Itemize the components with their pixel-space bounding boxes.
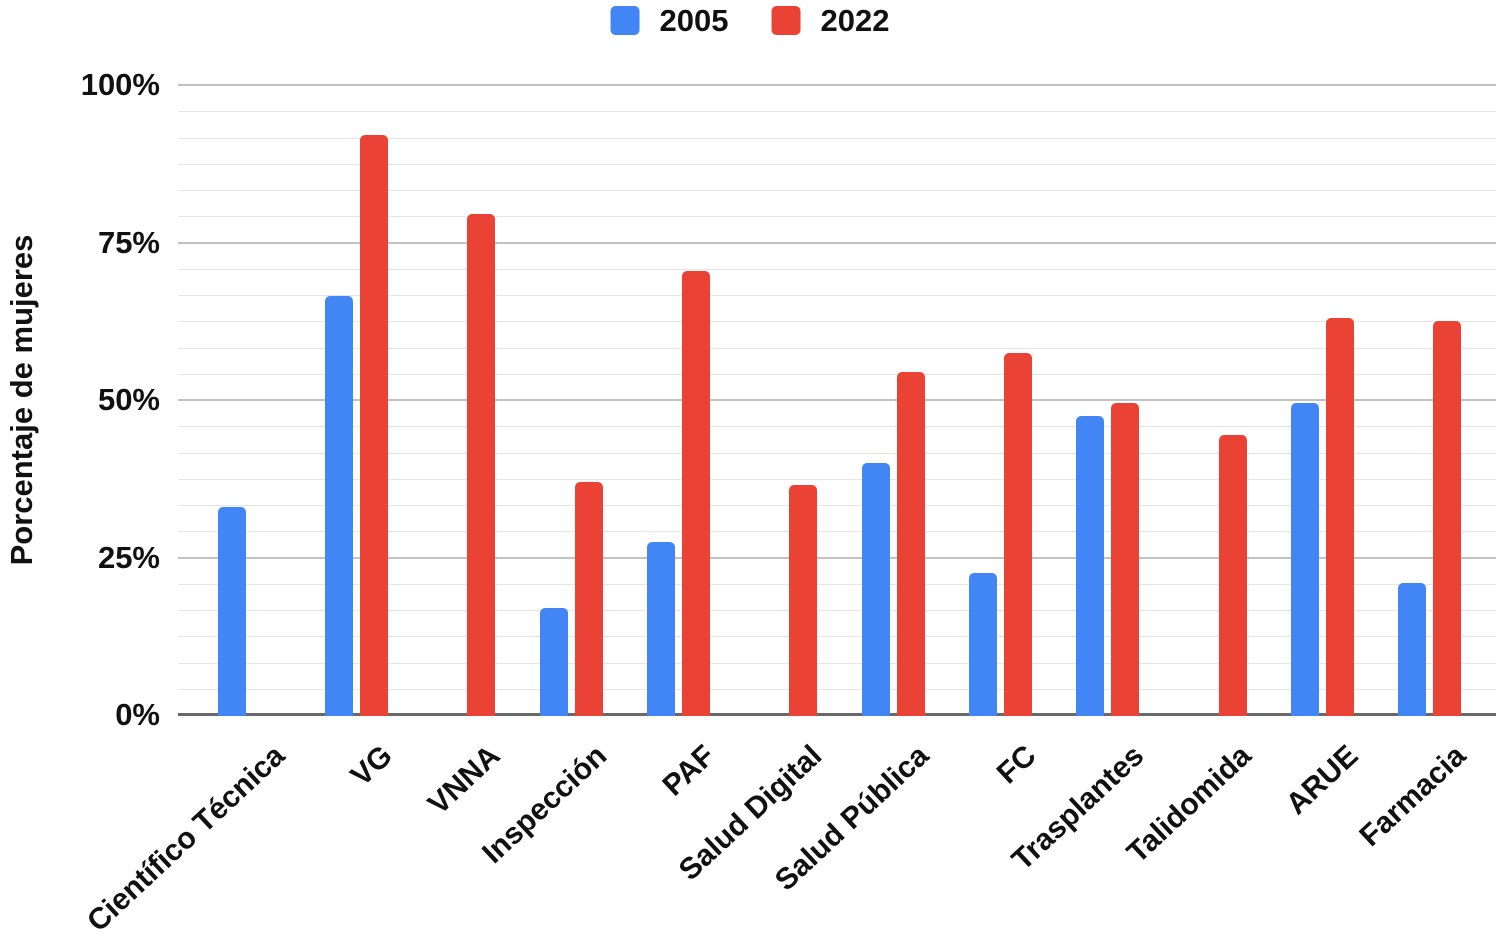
bar-2005-cientifico-tecnica (217, 507, 246, 716)
bar-2022-salud-digital (789, 485, 818, 716)
minor-gridline (178, 216, 1496, 218)
minor-gridline (178, 583, 1496, 585)
plot-area (170, 84, 1496, 716)
bar-2022-fc (1003, 352, 1032, 716)
legend-item-2005: 2005 (610, 3, 729, 38)
x-category-label-paf: PAF (656, 739, 721, 803)
minor-gridline (178, 268, 1496, 270)
chart-legend: 2005 2022 (610, 3, 890, 38)
bar-2022-vg (359, 135, 388, 716)
x-category-label-cientifico-tecnica: Científico Técnica (81, 739, 292, 939)
bar-2022-vnna (467, 214, 496, 716)
x-category-label-farmacia: Farmacia (1353, 739, 1473, 853)
legend-swatch-2022 (771, 6, 801, 35)
minor-gridline (178, 163, 1496, 165)
minor-gridline (178, 373, 1496, 375)
minor-gridline (178, 610, 1496, 611)
legend-item-2022: 2022 (771, 3, 890, 38)
x-category-label-vnna: VNNA (421, 739, 507, 822)
bar-2005-inspeccion (539, 607, 568, 716)
minor-gridline (178, 426, 1496, 428)
minor-gridline (178, 662, 1496, 664)
minor-gridline (178, 111, 1496, 113)
bar-2005-trasplantes (1076, 415, 1105, 716)
minor-gridline (178, 505, 1496, 506)
major-gridline (178, 556, 1496, 559)
y-tick-label-100: 100% (80, 67, 160, 102)
bar-2022-farmacia (1433, 321, 1462, 716)
minor-gridline (178, 190, 1496, 191)
minor-gridline (178, 137, 1496, 139)
major-gridline (178, 399, 1496, 401)
minor-gridline (178, 295, 1496, 296)
bar-2005-paf (646, 541, 675, 716)
bar-2005-salud-publica (861, 463, 890, 716)
x-category-label-vg: VG (344, 739, 399, 793)
bar-2022-trasplantes (1111, 403, 1140, 716)
bar-2022-paf (681, 270, 710, 716)
x-category-label-fc: FC (991, 739, 1043, 791)
y-tick-label-25: 25% (97, 539, 160, 575)
bar-2022-inspeccion (574, 481, 603, 716)
minor-gridline (178, 347, 1496, 349)
minor-gridline (178, 636, 1496, 638)
bar-2022-arue (1326, 318, 1354, 716)
minor-gridline (178, 478, 1496, 480)
legend-swatch-2005 (610, 6, 640, 35)
y-tick-label-0: 0% (115, 697, 160, 732)
bar-2022-talidomida (1218, 434, 1247, 716)
legend-label: 2022 (820, 3, 890, 38)
x-axis-baseline (178, 713, 1496, 716)
major-gridline (178, 84, 1496, 86)
minor-gridline (178, 321, 1496, 323)
bar-2005-arue (1291, 403, 1319, 716)
legend-label: 2005 (659, 3, 729, 38)
minor-gridline (178, 688, 1496, 690)
y-tick-label-50: 50% (97, 382, 160, 417)
major-gridline (178, 241, 1496, 244)
minor-gridline (178, 531, 1496, 533)
x-category-label-arue: ARUE (1280, 739, 1366, 822)
bar-2022-salud-publica (896, 371, 925, 716)
y-tick-label-75: 75% (97, 224, 160, 260)
bar-2005-vg (324, 296, 353, 716)
minor-gridline (178, 452, 1496, 454)
bar-2005-fc (968, 573, 997, 716)
y-axis-tick-labels: 100% 75% 50% 25% 0% (0, 67, 160, 732)
x-axis-category-labels: Científico Técnica VG VNNA Inspección PAF Sal… (81, 717, 1490, 940)
bar-2005-farmacia (1398, 582, 1427, 716)
